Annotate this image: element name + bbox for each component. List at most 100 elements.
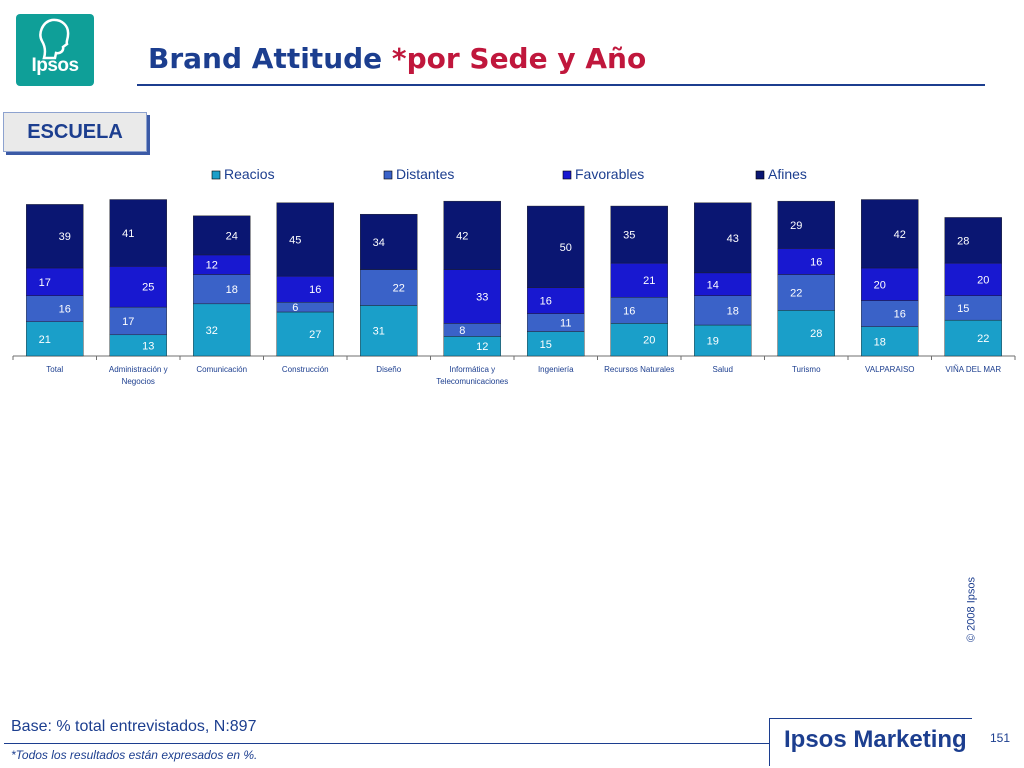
data-label: 20: [874, 279, 886, 291]
x-tick-label: Diseño: [376, 365, 401, 374]
bar-reacios-turismo: [777, 310, 835, 357]
bar-afines-total: [26, 204, 84, 269]
data-label: 16: [894, 309, 906, 321]
data-label: 22: [393, 283, 405, 295]
bar-favorables-turismo: [777, 248, 835, 275]
bar-distantes-construccion: [276, 302, 334, 313]
data-label: 25: [142, 282, 154, 294]
data-label: 14: [707, 279, 719, 291]
bar-distantes-ingenieria: [527, 313, 585, 332]
bar-favorables-comunicacion: [193, 254, 251, 275]
data-label: 31: [373, 326, 385, 338]
title-divider: [137, 84, 985, 86]
data-label: 21: [643, 275, 655, 287]
x-tick-label: Total: [46, 365, 63, 374]
bar-favorables-informatica-y-telecomunicaciones: [443, 269, 501, 324]
data-label: 6: [292, 302, 298, 314]
bar-reacios-total: [26, 321, 84, 357]
data-label: 34: [373, 237, 385, 249]
brand-name: Ipsos Marketing: [784, 726, 967, 753]
bar-reacios-administracion-y-negocios: [109, 334, 167, 357]
data-label: 16: [540, 296, 552, 308]
bar-afines-construccion: [276, 202, 334, 277]
bar-distantes-salud: [694, 295, 752, 326]
data-label: 29: [790, 220, 802, 232]
title-highlight: *por Sede y Año: [391, 42, 647, 75]
x-tick-label: Comunicación: [196, 365, 247, 374]
data-label: 32: [206, 325, 218, 337]
bar-reacios-comunicacion: [193, 303, 251, 357]
bar-favorables-total: [26, 267, 84, 296]
bar-distantes-informatica-y-telecomunicaciones: [443, 323, 501, 337]
legend-swatch-distantes: [383, 170, 393, 180]
data-label: 19: [707, 336, 719, 348]
data-label: 42: [456, 230, 468, 242]
footnote: *Todos los resultados están expresados e…: [11, 748, 258, 762]
bar-reacios-ingenieria: [527, 331, 585, 357]
data-label: 20: [977, 274, 989, 286]
bar-afines-administracion-y-negocios: [109, 199, 167, 267]
data-label: 22: [790, 287, 802, 299]
bar-distantes-recursos-naturales: [610, 297, 668, 324]
bar-reacios-vina-del-mar: [944, 319, 1002, 357]
data-label: 12: [476, 341, 488, 353]
bar-favorables-administracion-y-negocios: [109, 266, 167, 308]
legend-swatch-afines: [755, 170, 765, 180]
bar-reacios-salud: [694, 324, 752, 357]
data-label: 18: [226, 284, 238, 296]
bar-reacios-construccion: [276, 311, 334, 357]
bar-reacios-diseno: [360, 305, 418, 357]
data-label: 28: [810, 328, 822, 340]
bar-distantes-turismo: [777, 274, 835, 311]
data-label: 20: [643, 335, 655, 347]
page-title: Brand Attitude *por Sede y Año: [148, 42, 646, 75]
page-number: 151: [990, 731, 1011, 745]
bar-afines-ingenieria: [527, 205, 585, 288]
bar-favorables-ingenieria: [527, 287, 585, 314]
x-tick-label: Ingeniería: [538, 365, 574, 374]
base-note: Base: % total entrevistados, N:897: [11, 718, 257, 735]
data-label: 16: [309, 284, 321, 296]
bar-favorables-construccion: [276, 275, 334, 303]
data-label: 15: [540, 339, 552, 351]
legend-swatch-reacios: [211, 170, 221, 180]
data-label: 16: [59, 304, 71, 316]
legend-label-afines: Afines: [768, 166, 807, 182]
bar-reacios-informatica-y-telecomunicaciones: [443, 336, 501, 357]
data-label: 39: [59, 231, 71, 243]
bar-afines-informatica-y-telecomunicaciones: [443, 200, 501, 270]
bar-afines-comunicacion: [193, 215, 251, 256]
bar-afines-salud: [694, 202, 752, 274]
title-main: Brand Attitude: [148, 42, 383, 75]
data-label: 12: [206, 260, 218, 272]
legend-swatch-favorables: [562, 170, 572, 180]
bar-afines-turismo: [777, 200, 835, 249]
data-label: 17: [39, 277, 51, 289]
x-tick-label: Construcción: [282, 365, 329, 374]
x-tick-label: Recursos Naturales: [604, 365, 674, 374]
bar-favorables-recursos-naturales: [610, 262, 668, 298]
data-label: 13: [142, 340, 154, 352]
bar-afines-diseno: [360, 213, 418, 270]
data-label: 27: [309, 329, 321, 341]
bar-favorables-valparaiso: [861, 267, 919, 301]
bar-distantes-valparaiso: [861, 300, 919, 327]
bar-distantes-vina-del-mar: [944, 295, 1002, 321]
data-label: 16: [810, 256, 822, 268]
bar-favorables-vina-del-mar: [944, 262, 1002, 296]
x-tick-label: VALPARAISO: [865, 365, 915, 374]
legend-label-distantes: Distantes: [396, 166, 454, 182]
ipsos-logo: Ipsos: [16, 14, 94, 86]
profile-head-icon: [39, 18, 70, 60]
section-tag: ESCUELA: [3, 112, 147, 152]
data-label: 18: [874, 336, 886, 348]
x-tick-label: Informática y: [449, 365, 495, 374]
data-label: 33: [476, 292, 488, 304]
bar-distantes-comunicacion: [193, 274, 251, 305]
data-label: 35: [623, 230, 635, 242]
data-label: 8: [459, 325, 465, 337]
bar-distantes-total: [26, 295, 84, 322]
bar-reacios-recursos-naturales: [610, 323, 668, 357]
copyright-text: © 2008 Ipsos: [965, 577, 978, 642]
data-label: 15: [957, 303, 969, 315]
